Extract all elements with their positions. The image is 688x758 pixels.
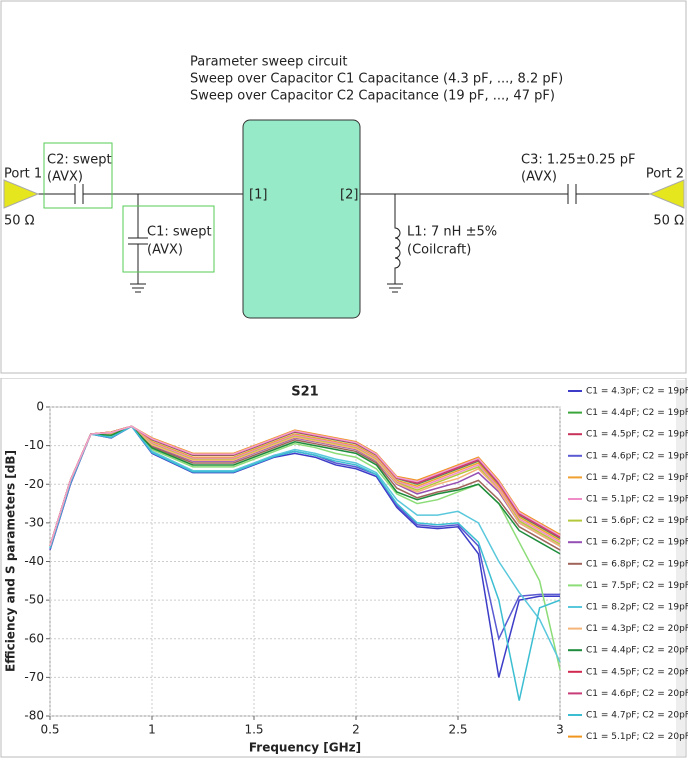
- y-tick-label: -30: [24, 515, 44, 529]
- highlight-box: [43, 142, 113, 209]
- port-impedance: 50 Ω: [653, 214, 684, 229]
- series-line: [49, 425, 561, 547]
- component-label: C2: swept: [47, 153, 112, 168]
- y-tick-label: -70: [24, 670, 44, 684]
- y-axis-label: Efficiency and S parameters [dB]: [4, 450, 18, 672]
- port-name: Port 1: [4, 167, 42, 182]
- component-vendor: (AVX): [147, 243, 183, 258]
- legend: C1 = 4.3pF; C2 = 19pF C1 = 4.4pF; C2 = 19…: [568, 387, 688, 742]
- legend-label: C1 = 5.1pF; C2 = 20pF: [586, 732, 688, 742]
- x-tick-label: 1: [148, 723, 156, 737]
- x-tick-label: 2.5: [448, 723, 467, 737]
- legend-label: C1 = 5.1pF; C2 = 19pF: [586, 495, 688, 505]
- capacitor-symbol: [74, 184, 577, 204]
- component-vendor: (AVX): [47, 170, 83, 185]
- port-impedance: 50 Ω: [4, 214, 35, 229]
- legend-label: C1 = 7.5pF; C2 = 19pF: [586, 581, 688, 591]
- circuit-title: Sweep over Capacitor C1 Capacitance (4.3…: [190, 72, 563, 87]
- legend-label: C1 = 4.6pF; C2 = 20pF: [586, 689, 688, 699]
- circuit-panel: Parameter sweep circuit Sweep over Capac…: [0, 0, 687, 374]
- circuit-title: Parameter sweep circuit: [190, 55, 347, 70]
- legend-label: C1 = 4.5pF; C2 = 20pF: [586, 667, 688, 677]
- highlight-box: [122, 205, 215, 273]
- x-tick-label: 0.5: [40, 723, 59, 737]
- y-tick-label: -40: [24, 554, 44, 568]
- block: [242, 119, 361, 319]
- y-tick-label: -50: [24, 593, 44, 607]
- chart: S21 Frequency [GHz] Efficiency and S par…: [0, 378, 688, 758]
- legend-label: C1 = 6.2pF; C2 = 19pF: [586, 538, 688, 548]
- legend-label: C1 = 4.3pF; C2 = 19pF: [586, 387, 688, 397]
- legend-label: C1 = 6.8pF; C2 = 19pF: [586, 559, 688, 569]
- legend-label: C1 = 5.6pF; C2 = 19pF: [586, 516, 688, 526]
- port-icon: [3, 179, 40, 209]
- legend-label: C1 = 4.4pF; C2 = 19pF: [586, 408, 688, 418]
- pin-label: [1]: [249, 188, 267, 203]
- x-axis-label: Frequency [GHz]: [249, 741, 361, 755]
- component-label: C3: 1.25±0.25 pF: [521, 153, 636, 168]
- legend-label: C1 = 8.2pF; C2 = 19pF: [586, 603, 688, 613]
- y-tick-label: 0: [36, 400, 44, 414]
- capacitor-symbol: [128, 194, 148, 293]
- y-tick-label: -20: [24, 477, 44, 491]
- legend-label: C1 = 4.3pF; C2 = 20pF: [586, 624, 688, 634]
- chart-title: S21: [291, 385, 318, 400]
- component-vendor: (AVX): [521, 170, 557, 185]
- circuit-title: Sweep over Capacitor C2 Capacitance (19 …: [190, 89, 555, 104]
- series-line: [49, 425, 561, 701]
- component-label: C1: swept: [147, 225, 212, 240]
- pin-label: [2]: [340, 188, 358, 203]
- legend-label: C1 = 4.4pF; C2 = 20pF: [586, 646, 688, 656]
- legend-label: C1 = 4.5pF; C2 = 19pF: [586, 430, 688, 440]
- component-label: L1: 7 nH ±5%: [407, 225, 497, 240]
- legend-label: C1 = 4.7pF; C2 = 20pF: [586, 711, 688, 721]
- y-tick-label: -60: [24, 631, 44, 645]
- port-name: Port 2: [646, 167, 684, 182]
- component-vendor: (Coilcraft): [407, 243, 471, 258]
- x-tick-label: 2: [352, 723, 360, 737]
- y-tick-label: -10: [24, 438, 44, 452]
- inductor-symbol: [387, 194, 403, 293]
- port-icon: [648, 179, 685, 209]
- x-tick-label: 3: [556, 723, 564, 737]
- y-tick-label: -80: [24, 709, 44, 723]
- scrollbar[interactable]: [676, 380, 685, 756]
- legend-label: C1 = 4.7pF; C2 = 19pF: [586, 473, 688, 483]
- x-tick-label: 1.5: [244, 723, 263, 737]
- legend-label: C1 = 4.6pF; C2 = 19pF: [586, 451, 688, 461]
